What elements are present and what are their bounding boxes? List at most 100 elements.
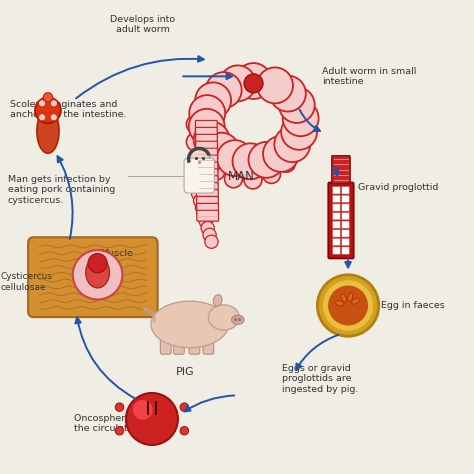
FancyBboxPatch shape bbox=[28, 237, 157, 317]
Circle shape bbox=[43, 92, 53, 102]
Circle shape bbox=[263, 136, 299, 172]
Circle shape bbox=[217, 140, 253, 176]
Circle shape bbox=[279, 87, 315, 123]
FancyBboxPatch shape bbox=[342, 229, 349, 237]
FancyBboxPatch shape bbox=[195, 120, 217, 131]
Circle shape bbox=[284, 104, 302, 122]
Ellipse shape bbox=[341, 294, 346, 302]
Ellipse shape bbox=[213, 295, 222, 306]
Circle shape bbox=[237, 77, 255, 95]
FancyBboxPatch shape bbox=[196, 176, 218, 187]
Circle shape bbox=[190, 181, 203, 194]
FancyBboxPatch shape bbox=[342, 212, 349, 220]
FancyBboxPatch shape bbox=[197, 197, 219, 207]
Circle shape bbox=[189, 95, 225, 131]
Circle shape bbox=[248, 142, 284, 178]
Circle shape bbox=[203, 133, 239, 169]
Circle shape bbox=[193, 99, 211, 117]
Circle shape bbox=[197, 208, 210, 221]
Text: Scolex evaginates and
anchors to the intestine.: Scolex evaginates and anchors to the int… bbox=[10, 100, 127, 119]
Text: Egg in faeces: Egg in faeces bbox=[381, 301, 445, 310]
Text: Develops into
adult worm: Develops into adult worm bbox=[110, 15, 175, 34]
Circle shape bbox=[189, 148, 210, 170]
FancyBboxPatch shape bbox=[196, 155, 218, 166]
Circle shape bbox=[186, 133, 204, 151]
Circle shape bbox=[50, 114, 57, 121]
FancyBboxPatch shape bbox=[333, 195, 340, 203]
FancyBboxPatch shape bbox=[196, 169, 218, 180]
Ellipse shape bbox=[336, 301, 344, 306]
FancyBboxPatch shape bbox=[342, 187, 349, 194]
FancyBboxPatch shape bbox=[333, 221, 340, 228]
Circle shape bbox=[323, 280, 373, 331]
FancyBboxPatch shape bbox=[333, 187, 340, 194]
Ellipse shape bbox=[86, 257, 109, 288]
Circle shape bbox=[195, 201, 209, 214]
Circle shape bbox=[126, 393, 178, 445]
Circle shape bbox=[180, 427, 189, 435]
FancyBboxPatch shape bbox=[342, 195, 349, 203]
Circle shape bbox=[35, 97, 61, 123]
FancyBboxPatch shape bbox=[332, 156, 350, 183]
Circle shape bbox=[256, 80, 274, 98]
FancyBboxPatch shape bbox=[333, 229, 340, 237]
FancyBboxPatch shape bbox=[195, 128, 217, 138]
Circle shape bbox=[263, 165, 281, 183]
Circle shape bbox=[193, 194, 207, 208]
Circle shape bbox=[194, 122, 229, 158]
FancyBboxPatch shape bbox=[189, 336, 200, 354]
Text: PIG: PIG bbox=[176, 366, 194, 376]
Circle shape bbox=[191, 187, 205, 201]
Circle shape bbox=[273, 90, 291, 108]
Ellipse shape bbox=[73, 250, 122, 300]
FancyBboxPatch shape bbox=[342, 204, 349, 211]
Text: Gravid proglottid: Gravid proglottid bbox=[357, 183, 438, 192]
Circle shape bbox=[203, 228, 216, 242]
Circle shape bbox=[195, 82, 231, 118]
FancyBboxPatch shape bbox=[196, 148, 218, 159]
Circle shape bbox=[244, 74, 263, 93]
FancyBboxPatch shape bbox=[197, 203, 219, 214]
Circle shape bbox=[289, 121, 307, 139]
Circle shape bbox=[180, 403, 189, 411]
Circle shape bbox=[318, 275, 379, 336]
Circle shape bbox=[193, 149, 211, 167]
Ellipse shape bbox=[37, 109, 59, 153]
Circle shape bbox=[206, 72, 242, 108]
Circle shape bbox=[257, 67, 293, 103]
Circle shape bbox=[115, 427, 124, 435]
Circle shape bbox=[236, 63, 272, 99]
Circle shape bbox=[199, 215, 212, 228]
Circle shape bbox=[233, 143, 268, 179]
FancyBboxPatch shape bbox=[333, 247, 340, 255]
Circle shape bbox=[188, 173, 201, 187]
FancyBboxPatch shape bbox=[196, 141, 218, 152]
Circle shape bbox=[88, 254, 107, 273]
Circle shape bbox=[220, 65, 255, 101]
Circle shape bbox=[207, 162, 225, 180]
Circle shape bbox=[189, 109, 225, 145]
FancyBboxPatch shape bbox=[342, 238, 349, 246]
FancyBboxPatch shape bbox=[342, 221, 349, 228]
FancyBboxPatch shape bbox=[196, 162, 218, 173]
FancyBboxPatch shape bbox=[173, 336, 184, 354]
Circle shape bbox=[38, 114, 46, 121]
FancyBboxPatch shape bbox=[197, 190, 218, 201]
Circle shape bbox=[50, 100, 57, 107]
Circle shape bbox=[38, 100, 46, 107]
Circle shape bbox=[115, 403, 124, 411]
Text: Oncosphere reaches
the circulation.: Oncosphere reaches the circulation. bbox=[74, 414, 172, 433]
FancyBboxPatch shape bbox=[197, 210, 219, 221]
FancyBboxPatch shape bbox=[328, 182, 354, 258]
Ellipse shape bbox=[348, 293, 353, 301]
Circle shape bbox=[186, 115, 204, 133]
Ellipse shape bbox=[209, 305, 239, 330]
Circle shape bbox=[201, 221, 214, 235]
FancyBboxPatch shape bbox=[184, 158, 214, 193]
FancyBboxPatch shape bbox=[203, 336, 214, 354]
Circle shape bbox=[287, 139, 305, 156]
FancyBboxPatch shape bbox=[333, 204, 340, 211]
Circle shape bbox=[225, 170, 243, 188]
Text: MAN: MAN bbox=[228, 170, 255, 182]
Circle shape bbox=[270, 76, 306, 111]
